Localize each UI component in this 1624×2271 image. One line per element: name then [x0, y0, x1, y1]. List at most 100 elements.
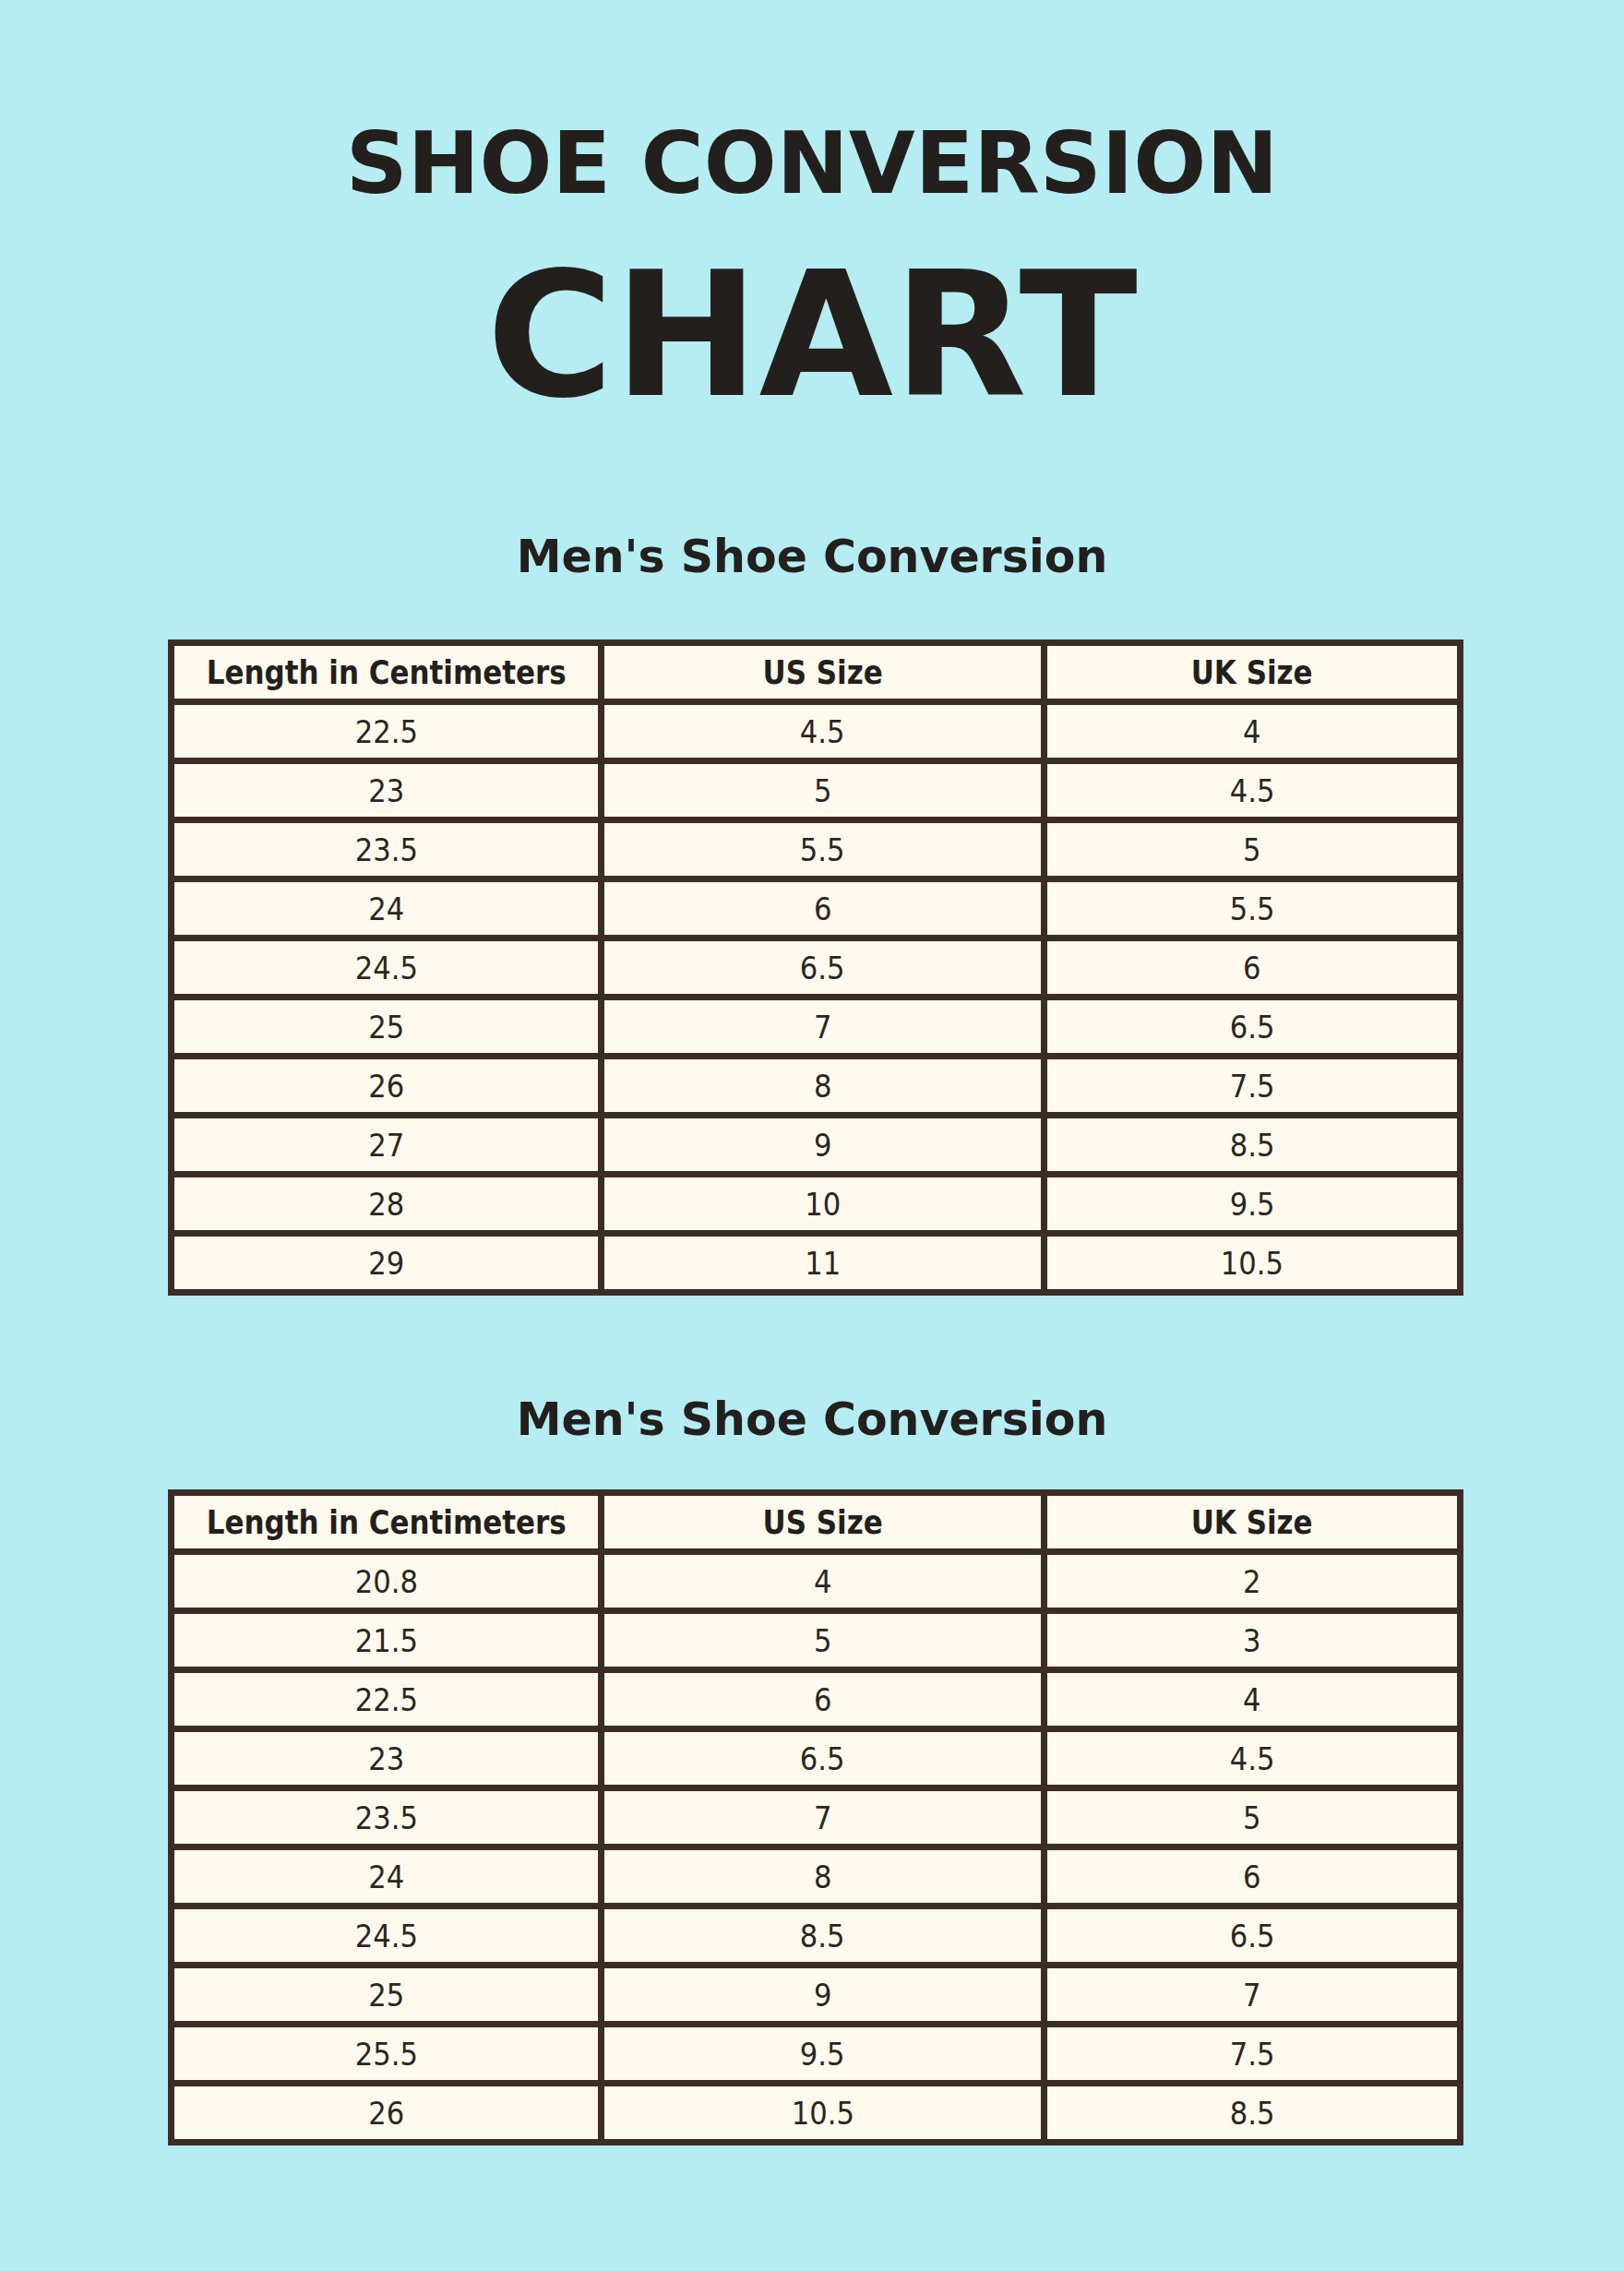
table-cell: 4.5: [602, 702, 1045, 761]
cell-value: 28: [368, 1186, 404, 1223]
table-cell: 10.5: [602, 2084, 1045, 2143]
table-row: 236.54.5: [172, 1729, 1461, 1788]
table-row: 23.5 7 5: [172, 1788, 1461, 1847]
table-row: 25 9 7: [172, 1966, 1461, 2025]
cell-value: 23: [368, 1740, 404, 1777]
table-row: 2354.5: [172, 761, 1461, 820]
table-cell: 22.5: [172, 702, 602, 761]
section-heading-mens-1: Men's Shoe Conversion: [0, 534, 1624, 580]
table-row: 26 10.5 8.5: [172, 2084, 1461, 2143]
table-cell: 28: [172, 1175, 602, 1234]
table-cell: 7: [602, 998, 1045, 1057]
cell-value: 24.5: [354, 1918, 417, 1954]
table-cell: 6: [602, 879, 1045, 938]
table-row: 23.5 5.5 5: [172, 820, 1461, 879]
table-cell: 7: [602, 1788, 1045, 1847]
table-row: 26 8 7.5: [172, 1057, 1461, 1116]
cell-value: 27: [368, 1127, 404, 1164]
table-cell: 7: [1045, 1966, 1461, 2025]
cell-value: 6.5: [1230, 1918, 1275, 1954]
table-cell: 29: [172, 1234, 602, 1293]
cell-value: 8: [814, 1859, 831, 1895]
cell-value: 24: [368, 1859, 404, 1895]
table-row: 22.564: [172, 1670, 1461, 1729]
column-header-length-cm: Length in Centimeters: [172, 1493, 602, 1552]
cell-value: 21.5: [354, 1622, 417, 1659]
cell-value: 23.5: [354, 1799, 417, 1836]
table-cell: 25: [172, 998, 602, 1057]
table-cell: 10: [602, 1175, 1045, 1234]
table-cell: 24: [172, 1847, 602, 1906]
table-cell: 27: [172, 1116, 602, 1175]
cell-value: 6: [814, 1681, 831, 1718]
table-cell: 10.5: [1045, 1234, 1461, 1293]
cell-value: 8.5: [1230, 1127, 1275, 1164]
cell-value: 6.5: [800, 950, 845, 986]
cell-value: 7.5: [1230, 1068, 1275, 1105]
table-cell: 7.5: [1045, 1057, 1461, 1116]
table-cell: 23.5: [172, 1788, 602, 1847]
page-title-line1: SHOE CONVERSION: [0, 121, 1624, 207]
table-cell: 25: [172, 1966, 602, 2025]
cell-value: 8.5: [1230, 2095, 1275, 2132]
cell-value: 2: [1243, 1563, 1260, 1600]
cell-value: 25: [368, 1009, 404, 1046]
table-cell: 6.5: [602, 938, 1045, 998]
table-cell: 9: [602, 1116, 1045, 1175]
table-row: 2465.5: [172, 879, 1461, 938]
table-cell: 4: [602, 1552, 1045, 1611]
cell-value: 6: [1243, 950, 1260, 986]
table-cell: 5: [1045, 820, 1461, 879]
cell-value: 5: [1243, 1799, 1260, 1836]
cell-value: 10: [805, 1186, 841, 1223]
cell-value: 26: [368, 2095, 404, 2132]
cell-value: 5.5: [800, 831, 845, 868]
cell-value: 9.5: [800, 2036, 845, 2073]
table-row: 27 9 8.5: [172, 1116, 1461, 1175]
cell-value: 4: [814, 1563, 831, 1600]
cell-value: 20.8: [354, 1563, 417, 1600]
cell-value: 7: [814, 1009, 831, 1046]
table-cell: 23.5: [172, 820, 602, 879]
table-cell: 11: [602, 1234, 1045, 1293]
cell-value: 6: [814, 890, 831, 927]
cell-value: 10.5: [791, 2095, 854, 2132]
table-row: 291110.5: [172, 1234, 1461, 1293]
cell-value: 9: [814, 1127, 831, 1164]
table-cell: 23: [172, 1729, 602, 1788]
cell-value: 6.5: [1230, 1009, 1275, 1046]
table-cell: 20.8: [172, 1552, 602, 1611]
cell-value: 9: [814, 1977, 831, 2014]
table-cell: 4.5: [1045, 761, 1461, 820]
cell-value: 4.5: [1230, 772, 1275, 809]
cell-value: 7.5: [1230, 2036, 1275, 2073]
table-cell: 8: [602, 1847, 1045, 1906]
table-cell: 21.5: [172, 1611, 602, 1670]
table-cell: 8.5: [1045, 1116, 1461, 1175]
cell-value: 8: [814, 1068, 831, 1105]
cell-value: 26: [368, 1068, 404, 1105]
table-row: 21.553: [172, 1611, 1461, 1670]
cell-value: 5: [1243, 831, 1260, 868]
table-cell: 25.5: [172, 2025, 602, 2084]
cell-value: 25: [368, 1977, 404, 2014]
table-cell: 6: [602, 1670, 1045, 1729]
table-row: 25 7 6.5: [172, 998, 1461, 1057]
table-header-row: Length in Centimeters US Size UK Size: [172, 643, 1461, 702]
cell-value: 4: [1243, 1681, 1260, 1718]
cell-value: 8.5: [800, 1918, 845, 1954]
cell-value: 22.5: [354, 713, 417, 750]
mens-shoe-conversion-table-2: Length in Centimeters US Size UK Size 20…: [168, 1489, 1463, 2145]
table-cell: 24: [172, 879, 602, 938]
table-cell: 6: [1045, 938, 1461, 998]
table-row: 24.5 8.5 6.5: [172, 1906, 1461, 1966]
page-title-line2: CHART: [0, 248, 1624, 422]
table-cell: 8.5: [602, 1906, 1045, 1966]
table-cell: 7.5: [1045, 2025, 1461, 2084]
table-row: 2486: [172, 1847, 1461, 1906]
table-cell: 5.5: [602, 820, 1045, 879]
table-cell: 6.5: [1045, 1906, 1461, 1966]
cell-value: 9.5: [1230, 1186, 1275, 1223]
table-cell: 4: [1045, 702, 1461, 761]
cell-value: 7: [814, 1799, 831, 1836]
